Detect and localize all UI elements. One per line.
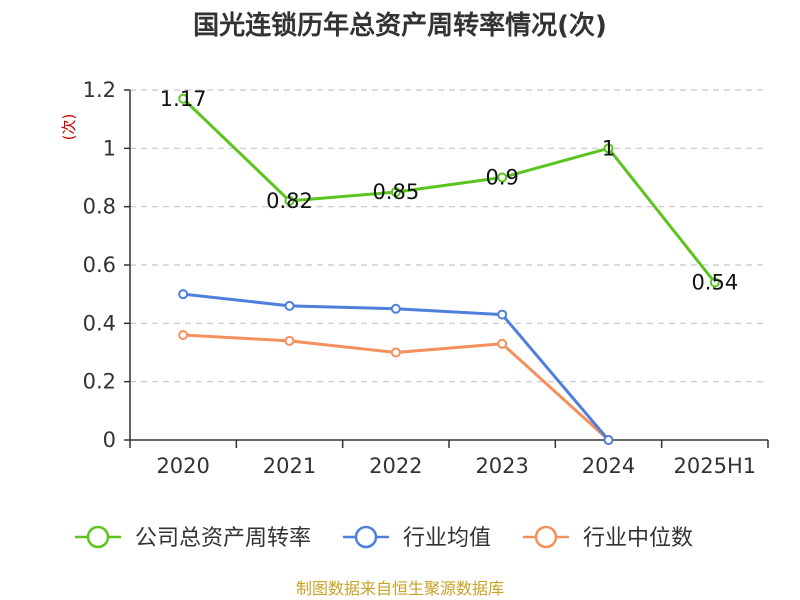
data-point <box>284 300 295 311</box>
y-tick-label: 0.4 <box>83 311 116 335</box>
y-tick-label: 1 <box>103 136 116 160</box>
data-label: 0.85 <box>372 180 419 204</box>
data-point <box>709 277 720 288</box>
data-label: 0.9 <box>485 166 518 190</box>
y-tick-label: 1.2 <box>83 78 116 102</box>
series-line <box>182 97 717 284</box>
series-lines <box>178 93 720 445</box>
data-label: 1 <box>602 136 615 160</box>
legend-marker <box>354 525 378 549</box>
data-point <box>497 338 508 349</box>
data-point <box>390 187 401 198</box>
data-point <box>497 172 508 183</box>
x-tick-label: 2025H1 <box>674 454 757 478</box>
axes: 0 0.2 0.4 0.6 0.8 1 1.2 2020 2021 2022 2023 2024 202… <box>83 78 769 478</box>
y-tick-label: 0.6 <box>83 253 116 277</box>
legend-label: 公司总资产周转率 <box>135 526 311 551</box>
data-point <box>284 195 295 206</box>
legend-label: 行业中位数 <box>583 526 693 551</box>
legend: 公司总资产周转率 行业均值 行业中位数 <box>75 525 693 551</box>
x-tick-label: 2024 <box>582 454 635 478</box>
source-text: 制图数据来自恒生聚源数据库 <box>296 579 504 598</box>
y-axis-label: (次) <box>60 114 78 141</box>
legend-item: 行业中位数 <box>523 525 693 551</box>
legend-label: 行业均值 <box>403 526 491 551</box>
data-label: 0.54 <box>691 271 738 295</box>
grid-lines <box>130 89 768 383</box>
data-point <box>390 303 401 314</box>
y-tick-label: 0 <box>103 428 116 452</box>
legend-marker <box>534 525 558 549</box>
x-tick-label: 2020 <box>156 454 209 478</box>
data-point <box>178 330 189 340</box>
legend-marker <box>86 525 110 549</box>
legend-item: 公司总资产周转率 <box>75 525 311 551</box>
series-line <box>183 292 610 441</box>
data-label: 1.17 <box>160 87 207 111</box>
x-tick-label: 2023 <box>475 454 528 478</box>
data-point <box>284 335 295 346</box>
y-tick-label: 0.8 <box>83 195 116 219</box>
data-point <box>390 347 401 358</box>
x-tick-label: 2022 <box>369 454 422 478</box>
data-point <box>497 309 508 320</box>
legend-item: 行业均值 <box>343 525 491 551</box>
data-point <box>603 143 614 154</box>
y-tick-label: 0.2 <box>83 370 116 394</box>
data-point <box>603 435 614 445</box>
data-label: 0.82 <box>266 189 313 213</box>
data-labels: 1.17 0.82 0.85 0.9 1 0.54 <box>160 87 738 295</box>
chart-title: 国光连锁历年总资产周转率情况(次) <box>193 10 607 41</box>
data-point <box>178 93 189 104</box>
x-tick-label: 2021 <box>263 454 316 478</box>
data-point <box>178 289 189 300</box>
